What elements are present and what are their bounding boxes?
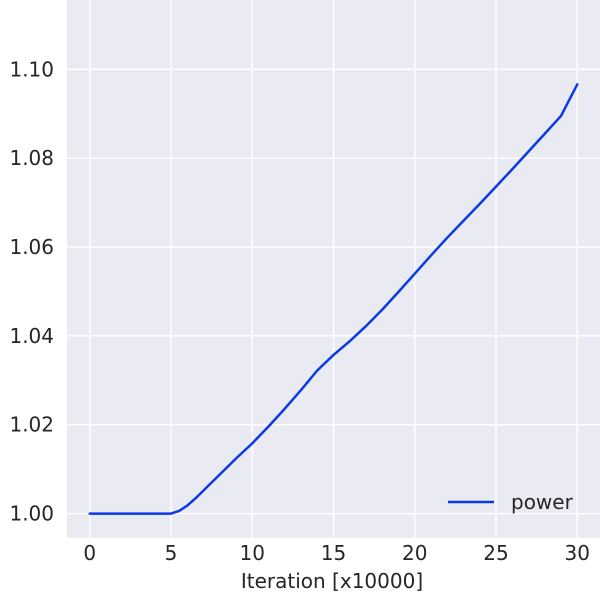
y-tick-label: 1.06 — [9, 235, 54, 259]
y-tick-label: 1.02 — [9, 413, 54, 437]
legend: power — [448, 490, 574, 514]
y-tick-label: 1.08 — [9, 146, 54, 170]
x-tick-label: 10 — [240, 541, 265, 565]
x-tick-labels: 0 5 10 15 20 25 30 — [83, 541, 590, 565]
x-tick-label: 0 — [83, 541, 96, 565]
series-line-power — [88, 83, 579, 515]
y-tick-label: 1.00 — [9, 502, 54, 526]
x-tick-label: 30 — [565, 541, 590, 565]
y-tick-labels: 1.00 1.02 1.04 1.06 1.08 1.10 — [9, 57, 54, 525]
y-tick-label: 1.10 — [9, 57, 54, 81]
y-tick-label: 1.04 — [9, 324, 54, 348]
x-tick-label: 5 — [165, 541, 178, 565]
x-axis-label: Iteration [x10000] — [241, 569, 423, 593]
legend-label-power: power — [511, 490, 574, 514]
x-tick-label: 25 — [483, 541, 508, 565]
x-tick-label: 20 — [402, 541, 427, 565]
x-tick-label: 15 — [321, 541, 346, 565]
series-lines — [88, 83, 579, 515]
